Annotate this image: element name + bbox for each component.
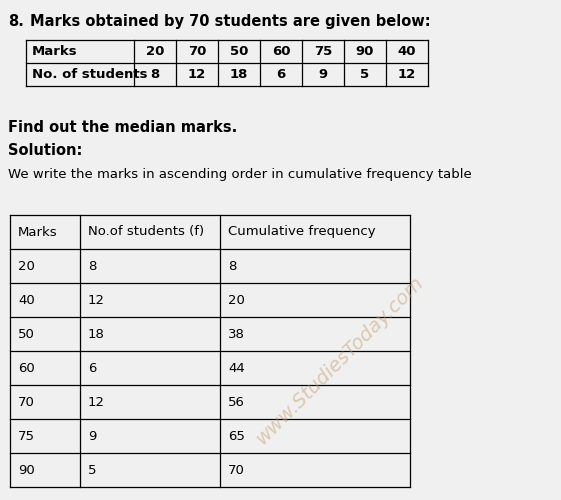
Text: 70: 70 bbox=[228, 464, 245, 476]
Text: Marks: Marks bbox=[18, 226, 58, 238]
Text: 90: 90 bbox=[18, 464, 35, 476]
Text: Marks: Marks bbox=[32, 45, 77, 58]
Text: 75: 75 bbox=[18, 430, 35, 442]
Text: 75: 75 bbox=[314, 45, 332, 58]
Text: 12: 12 bbox=[88, 294, 105, 306]
Text: 70: 70 bbox=[18, 396, 35, 408]
Text: 60: 60 bbox=[18, 362, 35, 374]
Text: 18: 18 bbox=[88, 328, 105, 340]
Text: 65: 65 bbox=[228, 430, 245, 442]
Text: www.StudiesToday.com: www.StudiesToday.com bbox=[252, 272, 427, 448]
Text: 9: 9 bbox=[88, 430, 96, 442]
Text: Solution:: Solution: bbox=[8, 143, 82, 158]
Text: Marks obtained by 70 students are given below:: Marks obtained by 70 students are given … bbox=[30, 14, 431, 29]
Text: 12: 12 bbox=[398, 68, 416, 81]
Text: We write the marks in ascending order in cumulative frequency table: We write the marks in ascending order in… bbox=[8, 168, 472, 181]
Text: 8: 8 bbox=[228, 260, 236, 272]
Text: 8: 8 bbox=[150, 68, 160, 81]
Text: 20: 20 bbox=[146, 45, 164, 58]
Text: Cumulative frequency: Cumulative frequency bbox=[228, 226, 376, 238]
Text: 90: 90 bbox=[356, 45, 374, 58]
Text: 20: 20 bbox=[18, 260, 35, 272]
Text: 70: 70 bbox=[188, 45, 206, 58]
Text: Find out the median marks.: Find out the median marks. bbox=[8, 120, 237, 135]
Text: 5: 5 bbox=[88, 464, 96, 476]
Text: No.of students (f): No.of students (f) bbox=[88, 226, 204, 238]
Text: 20: 20 bbox=[228, 294, 245, 306]
Text: 38: 38 bbox=[228, 328, 245, 340]
Text: No. of students: No. of students bbox=[32, 68, 148, 81]
Text: 50: 50 bbox=[230, 45, 248, 58]
Text: 60: 60 bbox=[272, 45, 290, 58]
Text: 6: 6 bbox=[88, 362, 96, 374]
Text: 44: 44 bbox=[228, 362, 245, 374]
Text: 9: 9 bbox=[319, 68, 328, 81]
Text: 50: 50 bbox=[18, 328, 35, 340]
Text: 18: 18 bbox=[230, 68, 248, 81]
Text: 40: 40 bbox=[398, 45, 416, 58]
Text: 12: 12 bbox=[88, 396, 105, 408]
Text: 5: 5 bbox=[360, 68, 370, 81]
Text: 56: 56 bbox=[228, 396, 245, 408]
Text: 8: 8 bbox=[88, 260, 96, 272]
Text: 6: 6 bbox=[277, 68, 286, 81]
Text: 40: 40 bbox=[18, 294, 35, 306]
Text: 12: 12 bbox=[188, 68, 206, 81]
Text: 8.: 8. bbox=[8, 14, 24, 29]
